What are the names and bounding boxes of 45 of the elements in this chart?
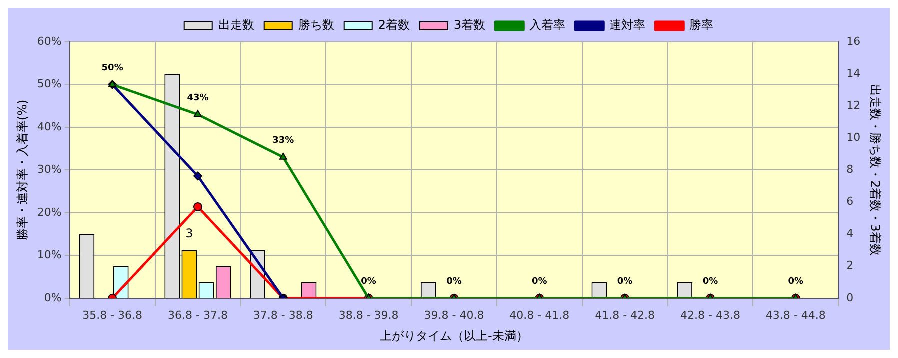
- y2-tick-label: 2: [846, 259, 854, 272]
- legend-label: 2着数: [378, 18, 410, 32]
- y2-tick-label: 6: [846, 195, 854, 208]
- y-tick-label: 50%: [37, 78, 62, 91]
- x-tick-label: 40.8 - 41.8: [510, 308, 570, 322]
- x-tick-label: 42.8 - 43.8: [680, 308, 740, 322]
- y-tick-label: 20%: [37, 206, 62, 219]
- x-tick-label: 36.8 - 37.8: [168, 308, 228, 322]
- y2-axis-title: 出走数・勝ち数・2着数・3着数: [868, 84, 883, 256]
- x-tick-label: 39.8 - 40.8: [424, 308, 484, 322]
- y2-tick-label: 14: [846, 66, 861, 80]
- x-tick-label: 38.8 - 39.8: [338, 308, 399, 322]
- legend-label: 勝率: [690, 18, 714, 32]
- legend-label: 勝ち数: [298, 18, 334, 32]
- data-label: 0%: [617, 277, 633, 288]
- data-label: 3: [186, 226, 194, 240]
- y-tick-label: 30%: [37, 163, 62, 176]
- data-label: 43%: [187, 93, 209, 104]
- data-label: 0%: [446, 277, 462, 288]
- data-label: 33%: [272, 136, 294, 146]
- y2-tick-label: 16: [846, 34, 861, 48]
- y2-tick-label: 10: [846, 131, 861, 144]
- y-tick-label: 40%: [37, 120, 62, 134]
- y-tick-label: 60%: [37, 34, 62, 48]
- y2-tick-label: 4: [846, 227, 854, 240]
- legend-label: 出走数: [218, 18, 254, 32]
- legend-label: 連対率: [610, 18, 646, 32]
- x-tick-label: 37.8 - 38.8: [253, 308, 314, 322]
- legend-label: 入着率: [530, 18, 566, 32]
- data-label: 0%: [702, 277, 718, 288]
- y2-tick-label: 12: [846, 98, 861, 112]
- data-label: 0%: [361, 277, 376, 288]
- y-tick-label: 10%: [37, 248, 62, 262]
- data-label: 50%: [102, 64, 124, 74]
- x-axis-title: 上がりタイム（以上-未満）: [380, 328, 528, 343]
- y2-tick-label: 8: [846, 163, 854, 176]
- legend-label: 3着数: [454, 18, 486, 32]
- y2-tick-label: 0: [846, 291, 854, 304]
- x-tick-label: 35.8 - 36.8: [82, 308, 143, 322]
- y-tick-label: 0%: [44, 291, 62, 304]
- y-axis-title: 勝率・連対率・入着率(%): [15, 100, 30, 241]
- data-label: 0%: [532, 277, 548, 288]
- x-tick-label: 41.8 - 42.8: [595, 308, 656, 322]
- x-tick-label: 43.8 - 44.8: [766, 308, 826, 322]
- data-label: 0%: [788, 277, 804, 288]
